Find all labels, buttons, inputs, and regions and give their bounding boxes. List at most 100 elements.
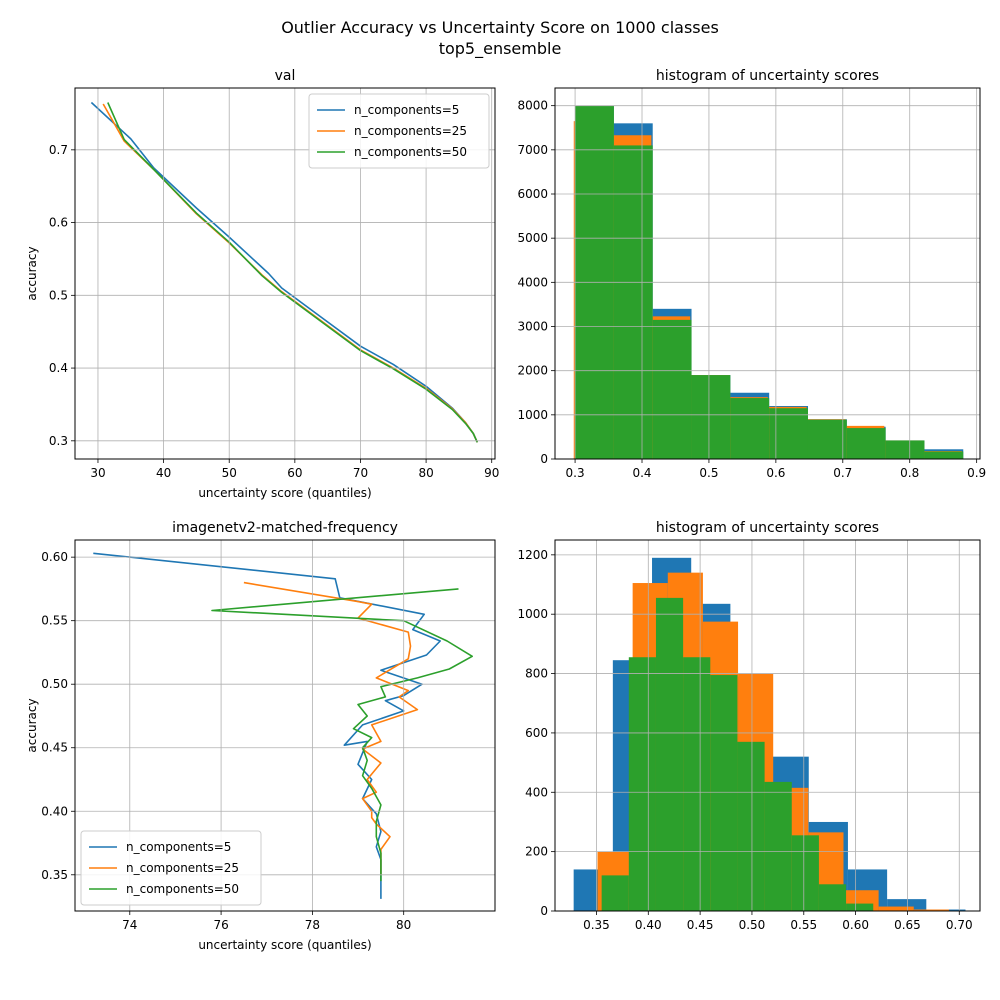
- axes-title: val: [275, 68, 296, 84]
- histogram-bar: [683, 657, 711, 911]
- axes-frame: [74, 87, 496, 460]
- x-tick-label: 0.45: [687, 918, 714, 932]
- x-tick-label: 0.4: [632, 466, 651, 480]
- series-line: [243, 581, 419, 875]
- x-tick-label: 80: [396, 918, 411, 932]
- y-tick-label: 0.40: [41, 804, 68, 818]
- y-axis-label: accuracy: [25, 698, 39, 752]
- x-tick-label: 30: [90, 466, 105, 480]
- x-tick-label: 76: [213, 918, 228, 932]
- legend: n_components=5 n_components=25 n_component…: [80, 830, 262, 906]
- x-axis-label: uncertainty score (quantiles): [198, 938, 371, 952]
- histogram-bar: [791, 835, 819, 911]
- x-tick-label: 80: [418, 466, 433, 480]
- y-tick-label: 0.45: [41, 741, 68, 755]
- y-tick-label: 5000: [517, 231, 548, 245]
- legend: n_components=5 n_components=25 n_component…: [308, 93, 490, 169]
- y-tick-label: 8000: [517, 99, 548, 113]
- y-tick-label: 0.35: [41, 868, 68, 882]
- legend-label: n_components=25: [354, 124, 467, 138]
- y-tick-label: 6000: [517, 187, 548, 201]
- histogram-bar: [730, 398, 770, 459]
- figure-suptitle: Outlier Accuracy vs Uncertainty Score on…: [281, 18, 719, 37]
- y-tick-label: 0.7: [49, 143, 68, 157]
- x-tick-label: 0.3: [566, 466, 585, 480]
- y-tick-label: 0.6: [49, 216, 68, 230]
- plot-area: [93, 552, 474, 899]
- legend-box: [308, 93, 490, 169]
- histogram-bar: [878, 906, 914, 911]
- series-line: [107, 102, 479, 443]
- x-tick-label: 70: [353, 466, 368, 480]
- y-tick-label: 0.55: [41, 614, 68, 628]
- x-tick-label: 0.6: [766, 466, 785, 480]
- axes-title: histogram of uncertainty scores: [656, 520, 879, 536]
- histogram-bar: [764, 781, 792, 911]
- histogram-bar: [924, 451, 964, 459]
- x-axis-label: uncertainty score (quantiles): [198, 486, 371, 500]
- axes-frame: [554, 87, 981, 460]
- legend-box: [80, 830, 262, 906]
- y-tick-label: 0.60: [41, 550, 68, 564]
- x-tick-label: 0.50: [739, 918, 766, 932]
- y-tick-label: 0.4: [49, 361, 68, 375]
- chart-panel-2: 0.3 0.4 0.5 0.6 0.7 0.8 0.9 0 1000 2000 3000 4000 50…: [517, 68, 986, 480]
- y-tick-label: 600: [525, 726, 548, 740]
- x-tick-label: 0.35: [583, 918, 610, 932]
- legend-label: n_components=50: [354, 145, 467, 159]
- x-tick-label: 90: [484, 466, 499, 480]
- histogram-bar: [655, 597, 684, 911]
- histogram-bar: [601, 875, 629, 911]
- histogram-bar: [710, 675, 738, 911]
- histogram-bar: [769, 408, 808, 459]
- x-tick-label: 0.65: [894, 918, 921, 932]
- histogram-bar: [887, 899, 927, 911]
- histogram-bar: [846, 428, 886, 459]
- y-tick-label: 1000: [517, 408, 548, 422]
- histogram-bar: [913, 909, 949, 911]
- chart-panel-4: 0.35 0.40 0.45 0.50 0.55 0.60 0.65 0.70 0 200 400 6…: [517, 520, 981, 932]
- legend-label: n_components=5: [354, 103, 459, 117]
- x-tick-label: 74: [122, 918, 137, 932]
- chart-panel-1: 30 40 50 60 70 80 90 0.3 0.4 0.5 0.6 0.7 val uncertai…: [25, 68, 499, 500]
- x-tick-label: 0.8: [900, 466, 919, 480]
- plot-area: [90, 101, 479, 443]
- y-tick-label: 0.5: [49, 288, 68, 302]
- y-tick-label: 1200: [517, 548, 548, 562]
- y-tick-label: 0: [540, 452, 548, 466]
- histogram-bar: [613, 145, 653, 459]
- y-tick-label: 7000: [517, 143, 548, 157]
- chart-panel-3: 74 76 78 80 0.35 0.40 0.45 0.50 0.55 0.60 imagenet…: [25, 520, 496, 952]
- axes-title: histogram of uncertainty scores: [656, 68, 879, 84]
- axes-frame: [74, 539, 496, 912]
- series-line: [93, 552, 442, 899]
- histogram-bar: [652, 319, 692, 459]
- x-tick-label: 60: [287, 466, 302, 480]
- y-tick-label: 0.3: [49, 434, 68, 448]
- legend-label: n_components=50: [126, 882, 239, 896]
- legend-label: n_components=25: [126, 861, 239, 875]
- histogram-bar: [691, 375, 731, 459]
- histogram-bar: [818, 884, 847, 911]
- x-tick-label: 0.40: [635, 918, 662, 932]
- y-tick-label: 400: [525, 785, 548, 799]
- x-tick-label: 0.55: [790, 918, 817, 932]
- y-tick-label: 4000: [517, 275, 548, 289]
- axes-frame: [554, 539, 981, 912]
- histogram-bar: [846, 903, 874, 911]
- x-tick-label: 0.60: [842, 918, 869, 932]
- series-line: [211, 588, 474, 882]
- axes-title: imagenetv2-matched-frequency: [172, 520, 398, 536]
- x-tick-label: 0.9: [967, 466, 986, 480]
- histogram-bar: [885, 440, 925, 459]
- plot-area: [573, 105, 964, 459]
- histogram-bar: [737, 741, 765, 911]
- x-tick-label: 0.7: [833, 466, 852, 480]
- y-tick-label: 0: [540, 904, 548, 918]
- x-tick-label: 78: [305, 918, 320, 932]
- plot-area: [573, 557, 966, 911]
- figure-subtitle: top5_ensemble: [438, 39, 562, 58]
- y-tick-label: 200: [525, 845, 548, 859]
- histogram-bar: [628, 657, 656, 911]
